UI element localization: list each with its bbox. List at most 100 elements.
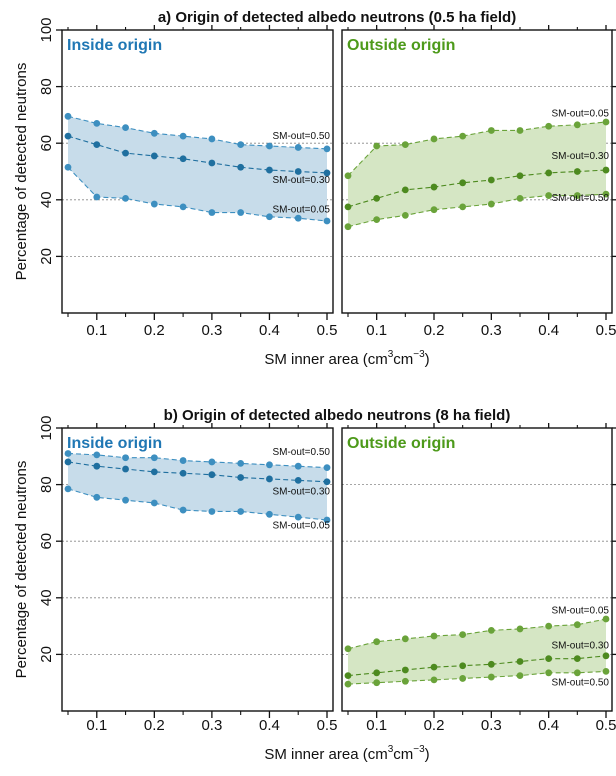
x-tick-label: 0.5 <box>596 717 616 734</box>
data-point <box>237 141 245 149</box>
y-tick-label: 20 <box>38 248 55 265</box>
panel-outside: SM-out=0.05 SM-out=0.30 SM-out=0.50 Outside… <box>341 423 616 734</box>
data-point <box>459 631 467 638</box>
data-point <box>373 679 381 687</box>
data-point <box>237 209 245 216</box>
data-point <box>122 496 129 504</box>
data-point <box>150 468 158 476</box>
series-line <box>347 670 607 685</box>
data-point <box>266 461 273 469</box>
data-point <box>208 209 216 216</box>
data-point <box>266 166 273 174</box>
band-area <box>348 619 606 685</box>
data-point <box>323 464 331 472</box>
data-point <box>179 132 187 140</box>
data-point <box>516 194 524 202</box>
band-area <box>348 121 606 227</box>
data-point <box>208 135 216 143</box>
panel-frame <box>61 29 334 314</box>
data-point <box>294 476 302 484</box>
series-label: SM-out=0.05 <box>551 605 609 616</box>
y-tick-label: 80 <box>38 78 55 95</box>
series-label: SM-out=0.05 <box>551 108 609 119</box>
data-point <box>93 462 101 470</box>
y-tick-label: 20 <box>38 646 55 663</box>
x-tick-label: 0.2 <box>144 717 165 734</box>
data-point <box>430 676 438 684</box>
series-line <box>347 655 607 677</box>
data-point <box>93 141 101 149</box>
series-line <box>347 169 607 208</box>
x-tick-label: 0.4 <box>259 322 280 339</box>
data-point <box>344 203 352 211</box>
series-line <box>67 461 328 483</box>
data-point <box>602 166 610 174</box>
data-point <box>294 168 302 175</box>
data-point <box>516 658 524 665</box>
data-point <box>122 454 129 462</box>
chart-title: b) Origin of detected albedo neutrons (8… <box>164 407 511 424</box>
data-point <box>344 672 352 680</box>
band-area <box>68 116 327 222</box>
data-point <box>573 192 581 199</box>
panel-title: Inside origin <box>67 37 162 54</box>
data-point <box>93 451 101 459</box>
x-tick-label: 0.5 <box>596 322 616 339</box>
data-point <box>344 645 352 653</box>
data-point <box>266 142 273 150</box>
data-point <box>487 626 495 634</box>
data-point <box>150 152 158 160</box>
series-label: SM-out=0.50 <box>551 193 609 204</box>
y-axis-label: Percentage of detected neutrons <box>13 63 30 281</box>
data-point <box>430 632 438 640</box>
panel-frame <box>341 427 613 712</box>
x-axis-label: SM inner area (cm3cm−3) <box>264 349 429 368</box>
data-point <box>64 458 72 466</box>
x-tick-label: 0.4 <box>538 322 559 339</box>
data-point <box>545 655 553 663</box>
panel-title: Inside origin <box>67 435 162 452</box>
x-tick-label: 0.4 <box>259 717 280 734</box>
data-point <box>373 142 381 150</box>
y-tick-label: 100 <box>38 17 55 42</box>
x-tick-label: 0.4 <box>538 717 559 734</box>
data-point <box>573 621 581 629</box>
series-line <box>67 452 328 469</box>
series-label: SM-out=0.30 <box>551 151 609 162</box>
data-point <box>401 211 409 219</box>
data-point <box>323 478 331 486</box>
data-point <box>401 666 409 674</box>
data-point <box>545 669 553 677</box>
data-point <box>323 217 331 225</box>
data-point <box>179 506 187 514</box>
x-tick-label: 0.3 <box>201 322 222 339</box>
data-point <box>487 200 495 208</box>
data-point <box>401 677 409 685</box>
data-point <box>373 194 381 202</box>
data-point <box>237 459 245 467</box>
data-point <box>487 127 495 134</box>
data-point <box>344 223 352 231</box>
data-point <box>516 625 524 633</box>
data-point <box>430 135 438 143</box>
data-point <box>64 132 72 140</box>
x-tick-label: 0.1 <box>86 322 107 339</box>
panel-title: Outside origin <box>347 435 455 452</box>
series-label: SM-out=0.50 <box>551 678 609 689</box>
series-label: SM-out=0.30 <box>551 641 609 652</box>
data-point <box>122 124 129 132</box>
data-point <box>344 172 352 180</box>
data-point <box>430 206 438 214</box>
panel-inside: SM-out=0.50 SM-out=0.30 SM-out=0.05 Inside … <box>38 415 337 734</box>
data-point <box>573 669 581 677</box>
x-tick-label: 0.1 <box>86 717 107 734</box>
data-point <box>430 183 438 191</box>
panel-outside: SM-out=0.05 SM-out=0.30 SM-out=0.50 Outside… <box>341 25 616 339</box>
data-point <box>64 163 72 171</box>
data-point <box>459 662 467 670</box>
data-point <box>602 652 610 660</box>
data-point <box>294 513 302 521</box>
data-point <box>323 169 331 177</box>
series-line <box>347 193 607 228</box>
data-point <box>179 203 187 211</box>
